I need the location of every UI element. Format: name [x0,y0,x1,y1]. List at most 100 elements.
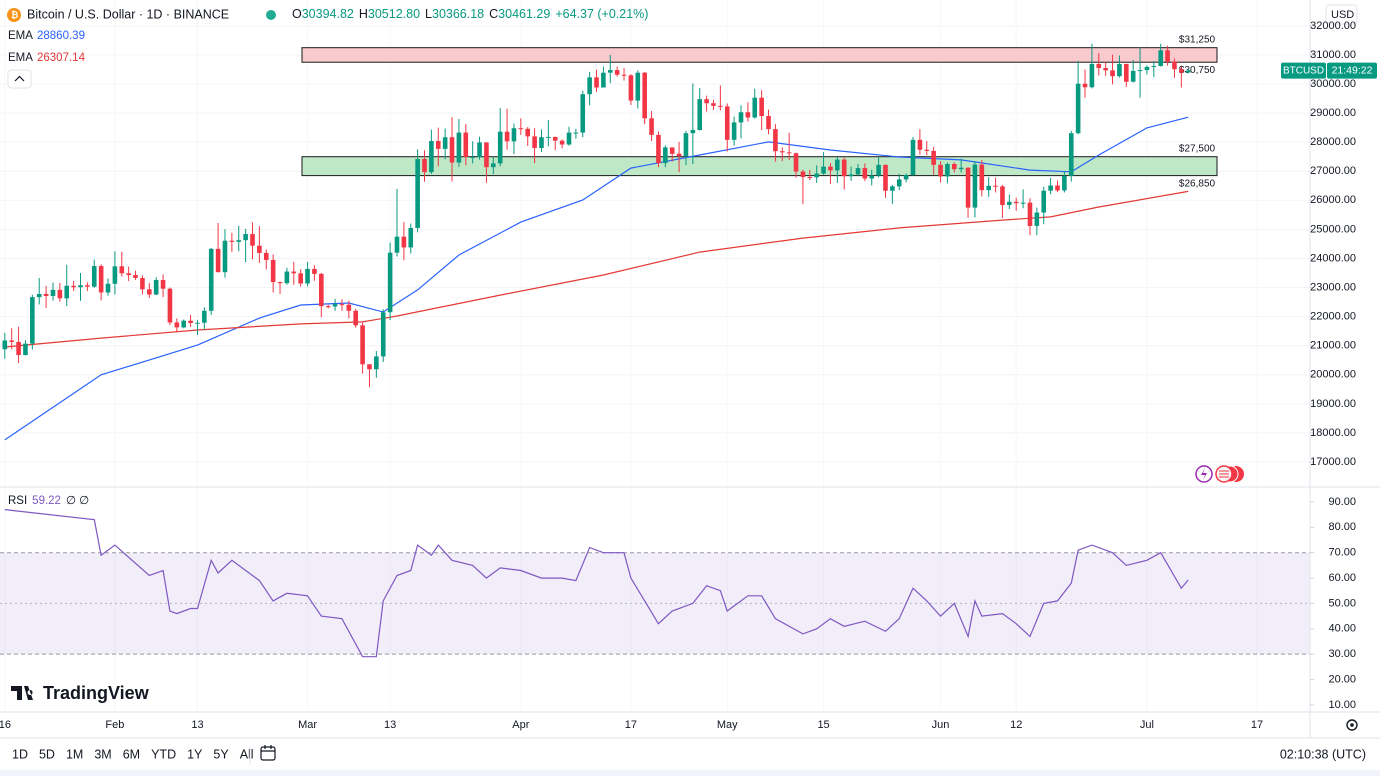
range-button[interactable]: 3M [94,747,111,761]
candle-body [876,164,881,176]
candle-body [325,306,331,308]
y-tick-label: 23000.00 [1310,281,1356,293]
settings-button[interactable] [1346,719,1358,731]
currency-button[interactable] [1325,4,1358,25]
candle-body [374,356,379,370]
candle-body [291,271,297,274]
candle-body [580,94,586,133]
candle-body [415,159,420,228]
candle-body [243,234,248,241]
range-toolbar: 1D 5D 1M 3M 6M YTD 1Y 5Y All [12,747,254,761]
symbol-title[interactable]: Bitcoin / U.S. Dollar · 1D · BINANCE [27,7,229,21]
candle-body [1185,70,1191,73]
x-tick-label: Mar [298,719,317,731]
candle-body [552,136,558,141]
candle-body [71,285,76,288]
rsi-tick-label: 70.00 [1328,547,1356,559]
clock[interactable]: 02:10:38 (UTC) [1280,747,1366,761]
range-button[interactable]: 6M [123,747,140,761]
range-button[interactable]: 5D [39,747,55,761]
candle-body [484,142,489,168]
candle-body [759,97,764,117]
candle-body [1027,202,1033,226]
candle-body [442,137,448,149]
candle-body [181,320,187,328]
candle-body [229,240,235,242]
candle-body [890,186,895,191]
candle-body [174,322,180,328]
currency[interactable]: USD [1331,9,1354,21]
candle-body [738,112,744,123]
candle-body [339,304,345,306]
countdown: 21:49:22 [1332,64,1373,76]
candle-body [1096,63,1102,69]
range-button[interactable]: YTD [151,747,176,761]
candle-body [532,136,537,148]
candle-body [153,279,159,295]
candle-body [518,128,524,130]
candle-body [1041,190,1047,213]
candle-body [903,175,909,180]
y-tick-label: 19000.00 [1310,398,1356,410]
rsi-tick-label: 10.00 [1328,699,1356,711]
candle-body [601,72,606,88]
candle-body [435,141,441,149]
collapse-button[interactable] [7,69,32,89]
event-icon-glyph [1201,468,1207,480]
candle-body [938,164,943,177]
zone [301,156,1218,177]
symbol-badge: BTCUSD [1283,65,1324,76]
rsi-legend-text: RSI 59.22 ∅ ∅ [8,495,89,507]
ohlc-key: H [359,7,368,21]
range-button[interactable]: 1M [66,747,83,761]
rsi-tick-label: 50.00 [1328,597,1356,609]
candle-body [642,72,647,119]
candle-body [105,283,111,293]
candle-body [621,74,627,76]
y-tick-label: 28000.00 [1310,136,1356,148]
range-button[interactable]: 1D [12,747,28,761]
candle-body [222,240,228,273]
range-button[interactable]: 5Y [213,747,229,761]
candle-body [752,97,758,118]
date-range-button[interactable] [260,746,276,761]
range-button[interactable]: 1Y [187,747,203,761]
candle-body [546,136,551,138]
candle-body [126,273,131,276]
candle-body [1055,185,1060,191]
candle-body [1013,201,1019,204]
candle-body [766,116,771,130]
rsi-tick-label: 90.00 [1328,496,1356,508]
candle-body [346,304,352,311]
candle-body [2,340,8,350]
market-status[interactable] [266,10,276,20]
candle-body [57,289,63,299]
candle-body [449,137,455,163]
x-tick-label: 15 [817,719,829,731]
candle-body [236,240,242,242]
candle-body [566,132,572,145]
candle-body [1130,70,1136,82]
candle-body [1068,133,1074,176]
candle-body [559,140,565,145]
candle-body [422,159,427,173]
candle-body [979,164,985,191]
candle-body [649,118,654,135]
candle-body [477,142,482,158]
y-tick-label: 21000.00 [1310,340,1356,352]
candle-body [470,157,475,159]
y-tick-label: 30000.00 [1310,78,1356,90]
candle-body [972,164,978,208]
candle-body [257,245,262,253]
candle-body [848,174,854,177]
candle-body [779,151,785,153]
candle-body [828,166,833,171]
candle-body [697,99,703,130]
candle-body [380,312,386,357]
ohlc-value: 30366.18 [432,7,484,21]
candle-body [683,133,689,157]
candle-body [1103,68,1108,71]
x-tick-label: May [717,719,738,731]
range-button[interactable]: All [240,747,254,761]
